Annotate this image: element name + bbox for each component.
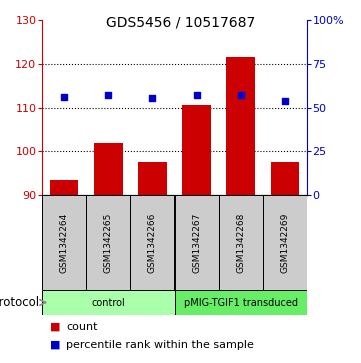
Bar [174,195,219,290]
Bar [94,143,123,195]
Text: count: count [66,322,98,332]
Point [238,92,244,98]
Bar [174,290,307,315]
Text: GSM1342266: GSM1342266 [148,212,157,273]
Bar [138,162,167,195]
Text: ■: ■ [50,322,61,332]
Bar [263,195,307,290]
Text: protocol: protocol [0,296,40,309]
Point [149,95,155,101]
Text: GSM1342268: GSM1342268 [236,212,245,273]
Text: control: control [91,298,125,307]
Point [105,92,111,98]
Point [282,98,288,104]
Text: GSM1342264: GSM1342264 [60,212,69,273]
Text: GSM1342267: GSM1342267 [192,212,201,273]
Bar [86,195,130,290]
Bar [226,57,255,195]
Text: ■: ■ [50,340,61,350]
Bar [130,195,174,290]
Bar [270,162,299,195]
Text: GSM1342265: GSM1342265 [104,212,113,273]
Text: GDS5456 / 10517687: GDS5456 / 10517687 [106,16,255,30]
Bar [42,290,174,315]
Bar [42,195,86,290]
Text: percentile rank within the sample: percentile rank within the sample [66,340,254,350]
Point [61,94,67,100]
Text: GSM1342269: GSM1342269 [280,212,290,273]
Point [194,92,200,98]
Text: pMIG-TGIF1 transduced: pMIG-TGIF1 transduced [184,298,298,307]
Bar [219,195,263,290]
Bar [182,105,211,195]
Bar [50,180,78,195]
